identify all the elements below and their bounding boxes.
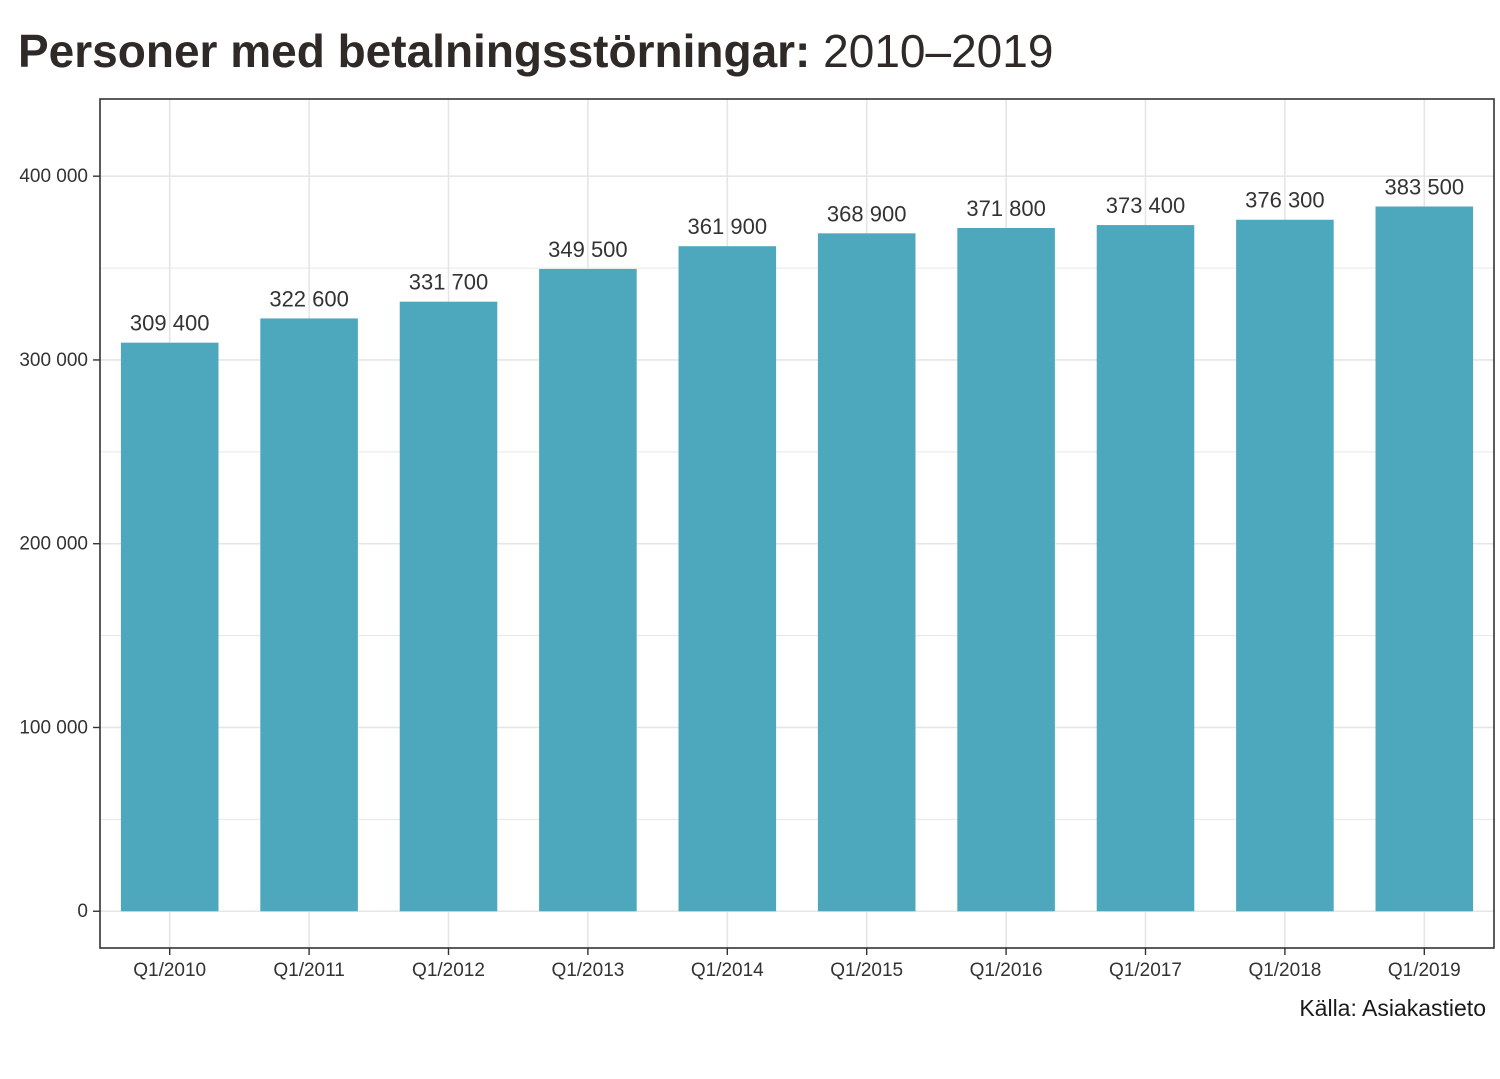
data-label: 368 900: [827, 201, 907, 226]
bar-q1-2017: [1096, 225, 1195, 912]
bar-q1-2015: [817, 233, 916, 912]
bar-q1-2016: [957, 228, 1055, 912]
data-label: 376 300: [1245, 188, 1325, 213]
data-label: 383 500: [1385, 175, 1465, 200]
chart-title-period: 2010–2019: [823, 25, 1054, 77]
data-label: 349 500: [548, 237, 628, 262]
bar-q1-2013: [539, 268, 637, 912]
x-tick-label: Q1/2010: [133, 960, 206, 981]
data-label: 309 400: [130, 311, 210, 336]
data-label: 322 600: [269, 286, 349, 311]
data-label: 331 700: [409, 270, 489, 295]
x-tick-label: Q1/2012: [412, 960, 485, 981]
panel-border: [99, 98, 1495, 949]
y-tick-label: 0: [77, 901, 88, 922]
x-tick-label: Q1/2013: [551, 960, 624, 981]
bar-q1-2014: [678, 246, 777, 912]
y-tick-label: 100 000: [19, 717, 88, 738]
x-tick-label: Q1/2014: [691, 960, 764, 981]
bar-q1-2011: [260, 318, 358, 912]
chart-title-main: Personer med betalningsstörningar:: [18, 25, 811, 77]
y-tick-label: 300 000: [19, 350, 88, 371]
chart-title: Personer med betalningsstörningar: 2010–…: [18, 24, 1053, 78]
x-tick-label: Q1/2015: [830, 960, 903, 981]
y-tick-label: 400 000: [19, 166, 88, 187]
data-label: 373 400: [1106, 193, 1186, 218]
x-tick-label: Q1/2019: [1388, 960, 1461, 981]
bar-q1-2012: [399, 301, 498, 912]
x-tick-label: Q1/2017: [1109, 960, 1182, 981]
x-tick-label: Q1/2018: [1248, 960, 1321, 981]
data-label: 371 800: [966, 196, 1046, 221]
bar-q1-2019: [1375, 206, 1474, 912]
bar-q1-2010: [120, 342, 219, 912]
x-tick-label: Q1/2011: [273, 960, 344, 981]
data-label: 361 900: [688, 214, 768, 239]
source-note: Källa: Asiakastieto: [1299, 995, 1486, 1021]
bar-q1-2018: [1236, 219, 1334, 912]
x-tick-label: Q1/2016: [970, 960, 1043, 981]
y-tick-label: 200 000: [19, 534, 88, 555]
